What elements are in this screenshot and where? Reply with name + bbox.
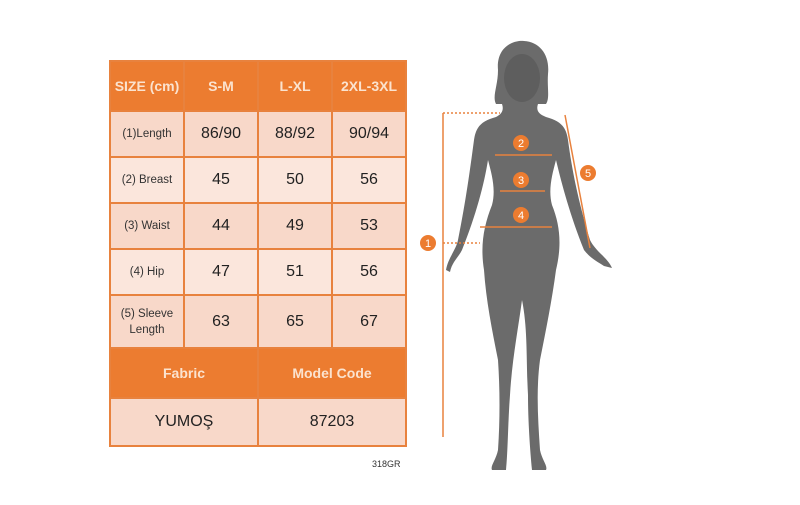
- header-l-xl: L-XL: [257, 60, 333, 112]
- marker-2: 2: [513, 135, 529, 151]
- marker-5: 5: [580, 165, 596, 181]
- svg-text:5: 5: [585, 168, 591, 180]
- cell: 45: [183, 156, 259, 204]
- cell: 50: [257, 156, 333, 204]
- cell: 56: [331, 156, 407, 204]
- row-label: (2) Breast: [109, 156, 185, 204]
- header-s-m: S-M: [183, 60, 259, 112]
- cell: 47: [183, 248, 259, 296]
- fabric-value: YUMOŞ: [109, 397, 259, 447]
- cell: 63: [183, 294, 259, 349]
- cell: 51: [257, 248, 333, 296]
- marker-1: 1: [420, 235, 436, 251]
- cell: 86/90: [183, 110, 259, 158]
- svg-text:4: 4: [518, 210, 524, 222]
- svg-text:3: 3: [518, 175, 524, 187]
- silhouette-figure: [446, 40, 612, 470]
- header-size: SIZE (cm): [109, 60, 185, 112]
- size-chart-table: SIZE (cm) S-M L-XL 2XL-3XL (1)Length 86/…: [109, 60, 407, 447]
- row-label: (4) Hip: [109, 248, 185, 296]
- row-label: (3) Waist: [109, 202, 185, 250]
- cell: 65: [257, 294, 333, 349]
- cell: 44: [183, 202, 259, 250]
- cell: 56: [331, 248, 407, 296]
- cell: 67: [331, 294, 407, 349]
- marker-4: 4: [513, 207, 529, 223]
- row-label: (1)Length: [109, 110, 185, 158]
- cell: 90/94: [331, 110, 407, 158]
- cell: 53: [331, 202, 407, 250]
- model-code-header: Model Code: [257, 347, 407, 399]
- svg-text:1: 1: [425, 238, 431, 250]
- svg-text:2: 2: [518, 138, 524, 150]
- cell: 49: [257, 202, 333, 250]
- model-code-value: 87203: [257, 397, 407, 447]
- cell: 88/92: [257, 110, 333, 158]
- sleeve-line: [564, 114, 591, 249]
- product-code: 318GR: [372, 459, 401, 469]
- marker-3: 3: [513, 172, 529, 188]
- fabric-header: Fabric: [109, 347, 259, 399]
- header-2xl-3xl: 2XL-3XL: [331, 60, 407, 112]
- row-label: (5) Sleeve Length: [109, 294, 185, 349]
